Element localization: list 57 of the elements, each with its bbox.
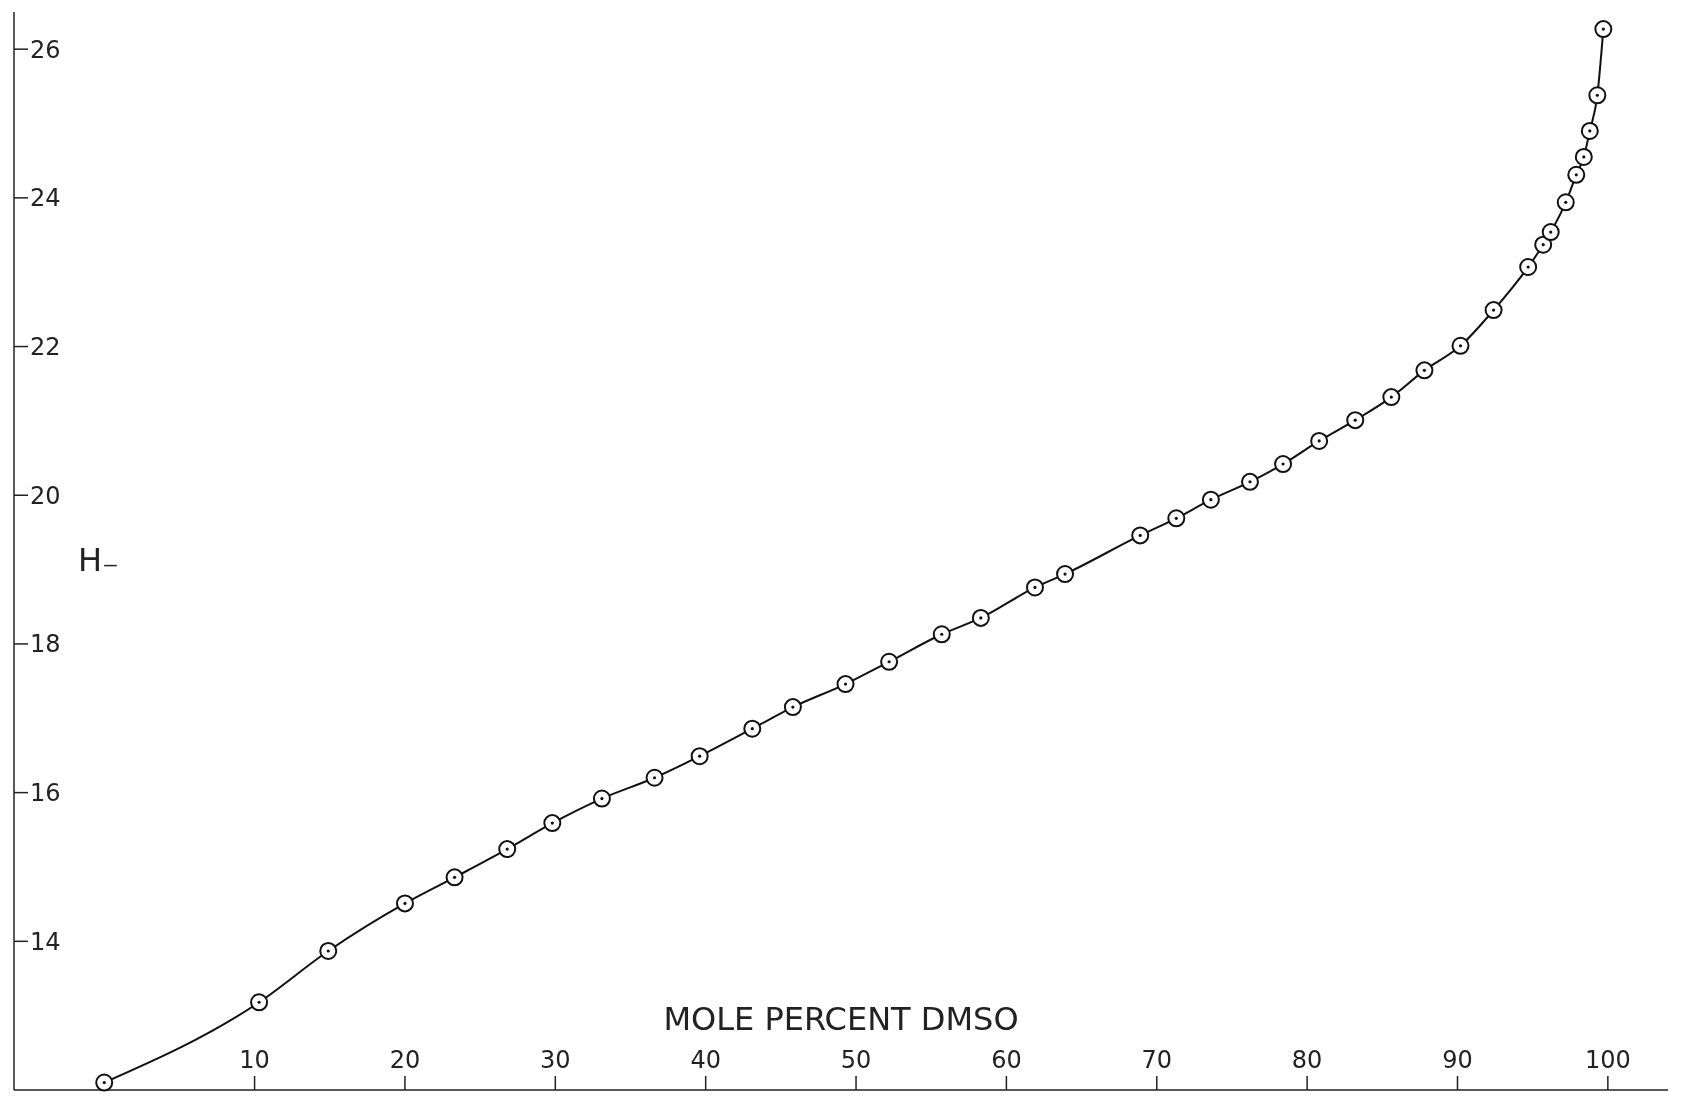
point [319, 941, 338, 960]
y-tick-label: 22 [30, 332, 61, 361]
point [932, 625, 951, 644]
point [1574, 147, 1593, 166]
point [1588, 86, 1607, 105]
x-tick-label: 70 [1141, 1046, 1173, 1074]
point [1056, 565, 1075, 584]
point [836, 675, 855, 694]
point [592, 789, 611, 808]
point [1310, 431, 1329, 450]
point [1519, 258, 1538, 276]
point [543, 814, 562, 833]
point [1240, 472, 1259, 491]
point [1346, 411, 1365, 430]
point [1556, 193, 1575, 212]
point [395, 894, 414, 913]
point [1451, 336, 1470, 355]
point [250, 993, 269, 1012]
point [971, 608, 990, 627]
point [95, 1073, 114, 1092]
x-axis-title: MOLE PERCENT DMSO [663, 1000, 1019, 1038]
x-tick-label: 20 [389, 1046, 421, 1074]
point [1131, 526, 1150, 545]
point [1580, 121, 1599, 140]
point [1594, 20, 1613, 39]
point [1201, 490, 1220, 509]
point [1167, 509, 1186, 528]
point [1382, 388, 1401, 407]
x-tick-label: 100 [1584, 1046, 1631, 1074]
x-tick-label: 10 [239, 1046, 270, 1074]
point [880, 652, 899, 671]
point [1484, 301, 1503, 320]
point [1415, 361, 1434, 380]
point [645, 768, 664, 787]
point [498, 840, 517, 859]
x-tick-label: 30 [540, 1046, 571, 1074]
point [743, 719, 762, 738]
point [1274, 455, 1293, 474]
y-tick-label: 18 [30, 630, 61, 659]
point [1025, 578, 1044, 597]
x-tick-label: 80 [1291, 1046, 1323, 1074]
y-tick-label: 26 [30, 35, 61, 64]
point [783, 698, 802, 717]
point [445, 868, 464, 887]
y-tick-label: 16 [30, 779, 61, 808]
y-tick-label: 14 [30, 927, 61, 956]
y-axis-title: H₋ [78, 541, 119, 579]
y-tick-label: 24 [30, 184, 61, 213]
point [1541, 223, 1560, 242]
point [1534, 235, 1553, 254]
x-tick-label: 60 [991, 1046, 1022, 1074]
point [690, 747, 709, 766]
point [1567, 165, 1586, 184]
y-tick-label: 20 [30, 481, 61, 510]
x-tick-label: 50 [840, 1046, 872, 1074]
x-tick-label: 40 [690, 1046, 721, 1074]
x-tick-label: 90 [1442, 1046, 1473, 1074]
